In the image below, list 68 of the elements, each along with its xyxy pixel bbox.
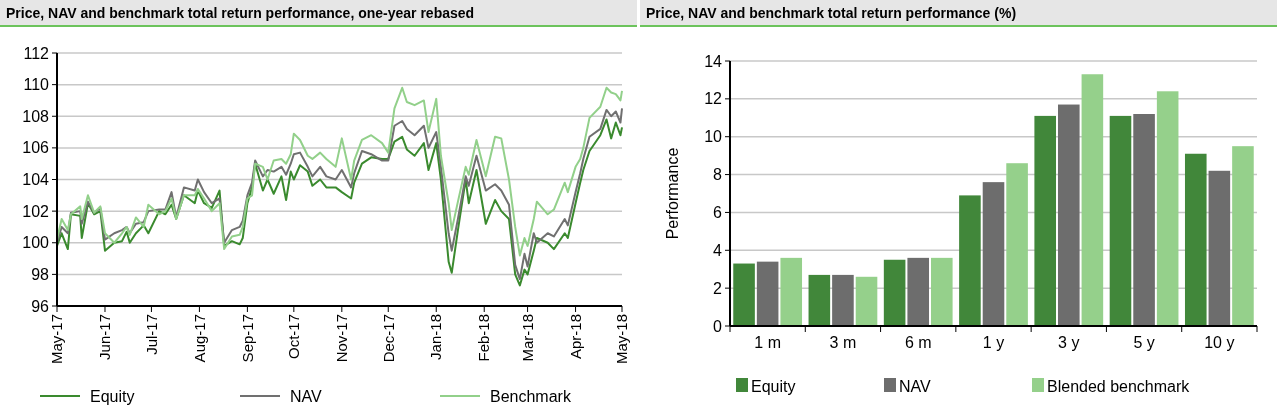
bar: [883, 259, 906, 326]
y-tick-label: 4: [713, 241, 723, 259]
bar: [733, 263, 755, 326]
x-tick-label: 6 m: [904, 334, 932, 351]
chart-title: Price, NAV and benchmark total return performance, one-year rebased: [6, 5, 475, 21]
x-tick-label: Aug-17: [190, 314, 208, 363]
x-tick-label: 1 y: [982, 334, 1005, 351]
bar: [1133, 114, 1155, 326]
x-tick-label: Sep-17: [238, 314, 256, 363]
bar: [832, 274, 854, 326]
x-tick-label: 10 y: [1204, 334, 1235, 351]
x-tick-label: May-18: [613, 314, 631, 365]
bar: [931, 257, 953, 326]
line-series: [56, 86, 623, 257]
x-tick-label: Apr-18: [566, 314, 584, 360]
legend-label: Blended benchmark: [1047, 377, 1191, 395]
y-tick-label: 102: [22, 202, 50, 220]
y-tick-label: 106: [22, 139, 50, 157]
bar: [808, 274, 831, 326]
bar: [1156, 91, 1179, 326]
bar: [959, 195, 981, 326]
y-tick-label: 112: [23, 44, 50, 62]
x-tick-label: Dec-17: [379, 314, 397, 363]
y-tick-label: 10: [704, 128, 723, 146]
y-tick-label: 100: [22, 234, 50, 252]
bar: [1057, 104, 1080, 326]
y-tick-label: 6: [713, 204, 723, 222]
x-tick-label: Nov-17: [333, 314, 351, 363]
bar: [907, 257, 930, 326]
bar: [1034, 115, 1056, 326]
x-tick-label: Mar-18: [518, 314, 536, 362]
y-tick-label: 0: [713, 317, 723, 335]
x-tick-label: Jan-18: [427, 314, 445, 360]
y-tick-label: 8: [713, 166, 723, 184]
chart-title: Price, NAV and benchmark total return performance (%): [646, 5, 1017, 21]
y-tick-label: 108: [22, 107, 50, 125]
y-tick-label: 110: [23, 76, 50, 94]
y-tick-label: 2: [713, 279, 723, 297]
y-tick-label: 104: [22, 171, 50, 189]
bar: [1109, 115, 1132, 326]
y-tick-label: 12: [704, 90, 723, 108]
bar: [1208, 170, 1231, 326]
x-tick-label: 5 y: [1133, 334, 1155, 351]
bar: [1006, 163, 1028, 326]
y-tick-label: 14: [704, 52, 723, 70]
y-axis-title: Performance: [664, 147, 681, 240]
legend-label: Equity: [751, 377, 796, 395]
bar: [982, 182, 1005, 326]
y-tick-label: 96: [31, 297, 50, 315]
x-tick-label: Feb-18: [475, 314, 493, 362]
x-tick-label: Jun-17: [96, 314, 114, 360]
y-tick-label: 98: [31, 265, 50, 283]
bar: [1081, 74, 1104, 326]
x-tick-label: Oct-17: [285, 314, 303, 360]
bar: [1232, 146, 1254, 326]
bar: [756, 261, 779, 326]
bar: [780, 257, 803, 326]
x-tick-label: 3 y: [1058, 334, 1080, 351]
bar: [855, 276, 878, 326]
x-tick-label: May-17: [48, 314, 66, 365]
x-tick-label: Jul-17: [142, 314, 160, 355]
legend-label: NAV: [290, 387, 323, 405]
legend-label: Benchmark: [490, 387, 572, 405]
bar: [1184, 153, 1207, 326]
x-tick-label: 3 m: [829, 334, 857, 351]
legend-label: Equity: [90, 387, 135, 405]
x-tick-label: 1 m: [754, 334, 781, 351]
legend-label: NAV: [899, 377, 932, 395]
